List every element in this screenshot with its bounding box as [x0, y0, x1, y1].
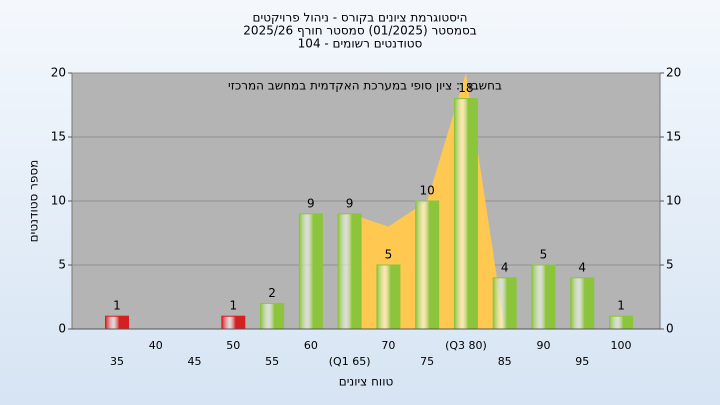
y-tick-label: 5 — [58, 258, 66, 272]
data-label: 1 — [229, 299, 237, 313]
x-tick-label: 95 — [575, 355, 589, 368]
data-label: 2 — [268, 286, 276, 300]
bar — [298, 213, 323, 330]
y2-tick-label: 15 — [666, 130, 681, 144]
title-line: בסמסטר (01/2025) סמסטר חורף 2025/26 — [243, 24, 476, 38]
y-tick-label: 0 — [58, 322, 66, 336]
data-label: 5 — [540, 248, 548, 262]
bar — [492, 277, 517, 330]
x-tick-label: 100 — [611, 339, 632, 352]
data-label: 1 — [113, 299, 121, 313]
x-tick-label: 50 — [226, 339, 240, 352]
bar — [609, 315, 634, 330]
x-tick-label: 55 — [265, 355, 279, 368]
y-tick-label: 20 — [51, 66, 66, 80]
bar — [260, 302, 285, 330]
title-line: סטודנטים רשומים - 104 — [298, 37, 423, 51]
bar — [415, 200, 440, 330]
bar — [531, 264, 556, 330]
x-tick-label: 35 — [110, 355, 124, 368]
y2-tick-label: 0 — [666, 322, 674, 336]
x-tick-label: 90 — [536, 339, 550, 352]
title-line: היסטוגרמת ציונים בקורס - ניהול פרויקטים — [253, 11, 468, 25]
y2-tick-label: 10 — [666, 194, 681, 208]
y-tick-label: 15 — [51, 130, 66, 144]
bar — [221, 315, 246, 330]
data-label: 4 — [578, 260, 586, 274]
data-label: 9 — [346, 196, 354, 210]
y2-tick-label: 20 — [666, 66, 681, 80]
x-tick-label: (Q3 80) — [445, 339, 487, 352]
y-axis-label: מספר סטודנטים — [27, 160, 41, 243]
x-tick-label: 40 — [149, 339, 163, 352]
data-label: 10 — [420, 184, 435, 198]
x-tick-label: 45 — [188, 355, 202, 368]
y2-tick-label: 5 — [666, 258, 674, 272]
data-label: 5 — [385, 248, 393, 262]
bar — [105, 315, 129, 330]
data-label: 18 — [458, 81, 473, 95]
x-tick-label: (Q1 65) — [329, 355, 371, 368]
x-tick-label: 60 — [304, 339, 318, 352]
data-label: 1 — [617, 299, 625, 313]
data-label: 9 — [307, 196, 315, 210]
bar — [376, 264, 401, 330]
y-tick-label: 10 — [51, 194, 66, 208]
x-axis-label: טווח ציונים — [339, 375, 394, 389]
bar — [570, 277, 595, 330]
bar — [453, 98, 478, 330]
bar — [337, 213, 362, 330]
x-tick-label: 75 — [420, 355, 434, 368]
annotation: בחשבה : ציון סופי במערכת האקדמית במחשב ה… — [228, 79, 502, 93]
data-label: 4 — [501, 260, 509, 274]
x-tick-label: 70 — [381, 339, 395, 352]
x-tick-label: 85 — [498, 355, 512, 368]
